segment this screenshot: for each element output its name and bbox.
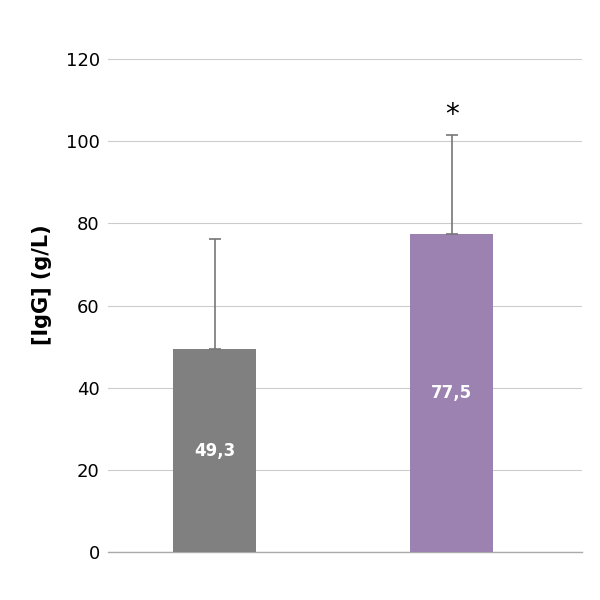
Bar: [173, 349, 256, 552]
Y-axis label: [IgG] (g/L): [IgG] (g/L): [32, 224, 52, 346]
Text: 49,3: 49,3: [194, 442, 235, 460]
Text: *: *: [445, 101, 458, 129]
Text: 77,5: 77,5: [431, 384, 472, 402]
Bar: [410, 233, 493, 552]
